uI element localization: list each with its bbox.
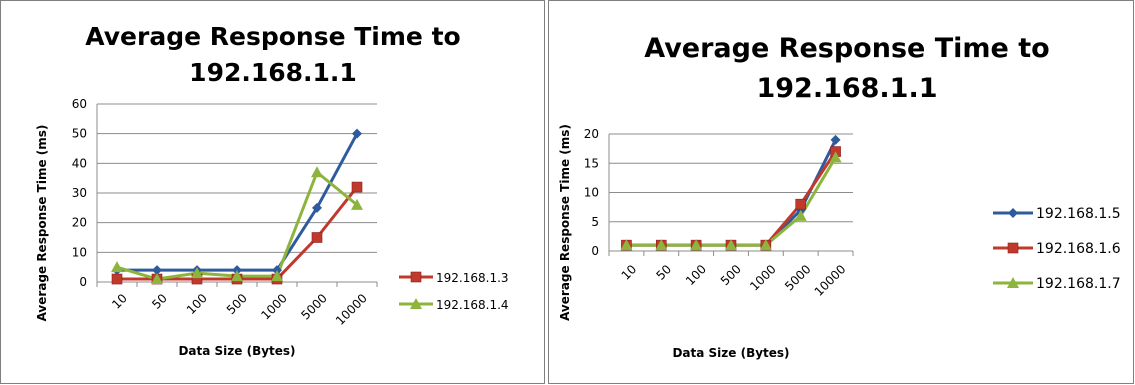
x-tick-label: 5000 — [782, 262, 813, 293]
data-point-diamond — [352, 128, 362, 139]
y-tick-label: 40 — [72, 156, 87, 170]
x-tick-label: 500 — [224, 291, 250, 317]
chart-panel-left: Average Response Time to 192.168.1.1 0 10 20… — [0, 0, 545, 384]
x-tick-label: 10000 — [812, 262, 849, 299]
data-point-triangle — [1007, 277, 1019, 288]
data-point-triangle — [829, 151, 842, 163]
data-point-square — [1007, 242, 1019, 254]
x-tick-label: 5000 — [298, 291, 329, 322]
data-point-square — [111, 273, 123, 285]
y-tick-label: 10 — [584, 186, 599, 200]
data-point-square — [311, 232, 323, 243]
series-line-192.168.1.4 — [116, 170, 358, 281]
data-point-diamond — [1008, 208, 1018, 218]
data-point-diamond — [152, 265, 162, 276]
y-tick-label: 15 — [584, 156, 599, 170]
chart-title-line-2: 192.168.1.1 — [756, 73, 937, 104]
y-tick-label: 30 — [72, 186, 87, 200]
legend-label: 192.168.1.3 — [436, 271, 509, 285]
data-point-triangle — [725, 239, 737, 251]
data-point-diamond — [312, 202, 322, 213]
data-point-triangle — [410, 298, 422, 309]
x-tick-label: 10000 — [333, 291, 370, 328]
y-tick-label: 50 — [72, 127, 87, 141]
y-tick-label: 0 — [591, 244, 599, 258]
x-tick-label: 1000 — [258, 291, 289, 322]
data-point-square — [795, 198, 807, 210]
legend-label: 192.168.1.5 — [1036, 206, 1121, 222]
data-point-diamond — [830, 134, 841, 145]
y-tick-label: 60 — [72, 97, 87, 111]
data-point-triangle — [231, 270, 243, 282]
x-tick-label: 50 — [149, 291, 170, 312]
x-tick-label: 500 — [718, 262, 744, 288]
y-tick-label: 10 — [72, 245, 87, 259]
data-point-square — [410, 271, 422, 283]
data-point-triangle — [271, 270, 283, 282]
series-line-192.168.1.6 — [626, 150, 837, 247]
data-point-triangle — [191, 267, 203, 279]
data-point-triangle — [620, 239, 633, 251]
line-chart-right: Average Response Time to 192.168.1.1 0 5 10 1… — [558, 33, 1121, 360]
x-tick-label: 100 — [184, 291, 210, 317]
data-point-triangle — [111, 261, 123, 273]
x-tick-label: 1000 — [747, 262, 778, 293]
data-point-triangle — [655, 239, 668, 251]
x-axis-title: Data Size (Bytes) — [178, 344, 295, 358]
x-tick-label: 100 — [683, 262, 709, 288]
x-tick-label: 10 — [109, 291, 130, 312]
y-tick-label: 20 — [584, 127, 599, 141]
legend-label: 192.168.1.7 — [1036, 276, 1121, 292]
chart-panel-right: Average Response Time to 192.168.1.1 0 5 10 1… — [548, 0, 1134, 384]
chart-title-line-2: 192.168.1.1 — [189, 58, 357, 87]
x-tick-label: 10 — [619, 262, 640, 283]
data-point-square — [351, 181, 363, 193]
chart-title-line-1: Average Response Time to — [85, 22, 460, 51]
data-point-triangle — [794, 209, 807, 221]
legend-label: 192.168.1.4 — [436, 298, 509, 312]
data-point-triangle — [311, 166, 323, 178]
data-point-triangle — [690, 239, 703, 251]
x-axis-title: Data Size (Bytes) — [672, 346, 789, 360]
data-point-triangle — [759, 239, 772, 251]
data-point-triangle — [351, 198, 363, 210]
line-chart-left: Average Response Time to 192.168.1.1 0 10 20… — [35, 22, 509, 358]
y-axis-title: Average Response Time (ms) — [35, 125, 49, 322]
y-tick-label: 5 — [591, 215, 599, 229]
x-tick-label: 50 — [653, 262, 674, 283]
y-tick-label: 0 — [79, 275, 87, 289]
y-axis-title: Average Response Time (ms) — [558, 124, 572, 321]
y-tick-label: 20 — [72, 216, 87, 230]
chart-title-line-1: Average Response Time to — [644, 33, 1049, 64]
legend-label: 192.168.1.6 — [1036, 241, 1121, 257]
data-point-triangle — [151, 273, 163, 285]
series-line-unlabeled — [117, 132, 359, 272]
